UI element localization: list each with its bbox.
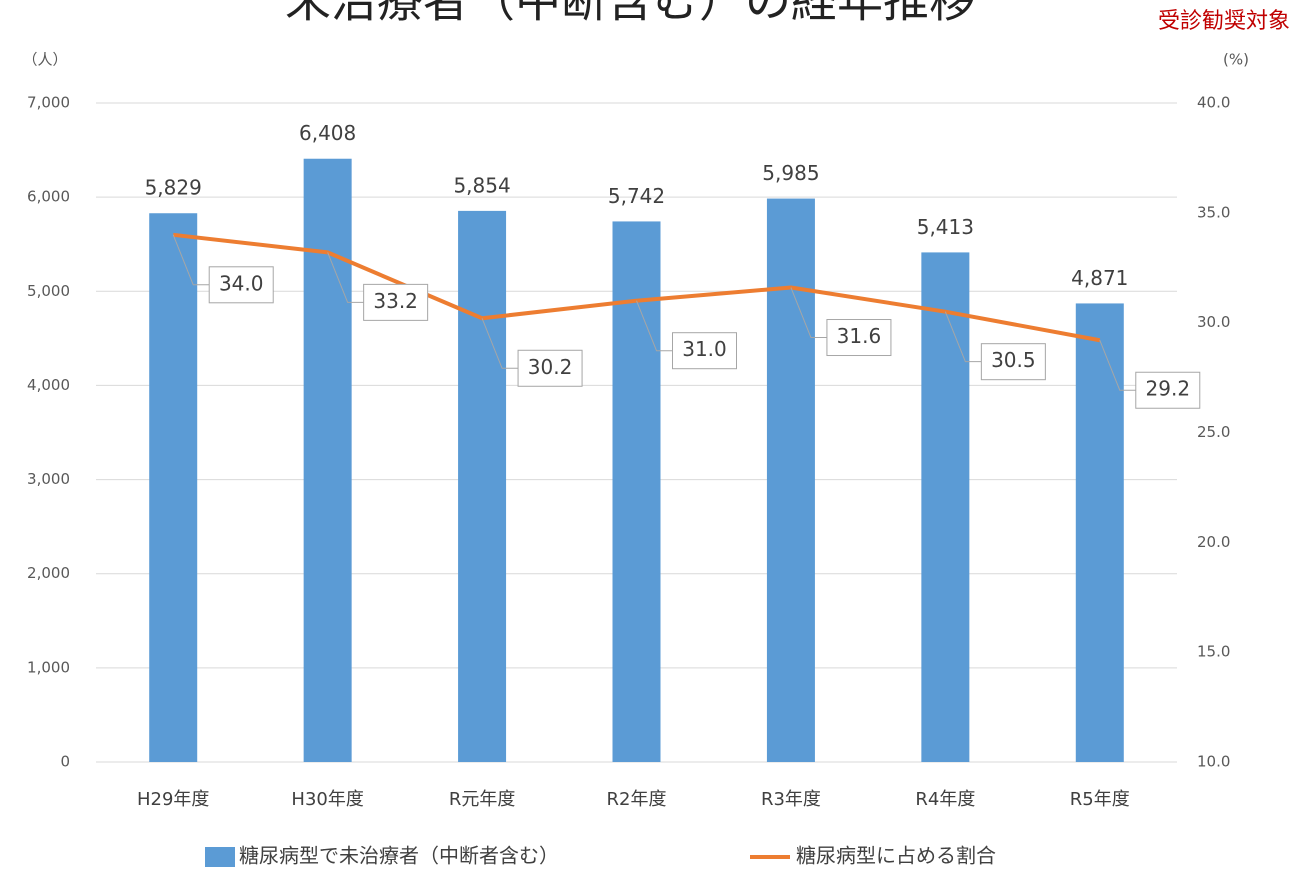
line-label-box [826, 319, 892, 357]
y2-tick-label: 25.0 [1197, 423, 1230, 441]
line-label-box [208, 266, 274, 304]
y2-tick-label: 20.0 [1197, 533, 1230, 551]
y2-tick-label: 15.0 [1197, 643, 1230, 661]
y2-tick-label: 35.0 [1197, 203, 1230, 221]
y-tick-label: 4,000 [27, 376, 70, 394]
y-axis-label: （人） [22, 51, 67, 69]
leader-line [172, 234, 210, 286]
line-value-label: 31.6 [837, 324, 882, 348]
y-tick-label: 3,000 [27, 470, 70, 488]
line-value-label: 30.2 [528, 355, 573, 379]
note: 受診勧奨対象 [1158, 9, 1290, 34]
y-tick-label: 1,000 [27, 658, 70, 676]
bar [612, 221, 661, 763]
x-tick-label: R2年度 [607, 789, 667, 810]
line-label-box [363, 283, 429, 321]
line-label-box [517, 349, 583, 387]
x-tick-label: R4年度 [915, 789, 975, 810]
bar [149, 213, 198, 763]
x-tick-label: H30年度 [291, 789, 363, 810]
y-tick-label: 6,000 [27, 188, 70, 206]
x-tick-label: H29年度 [137, 789, 209, 810]
y-tick-label: 0 [60, 753, 70, 771]
legend-label: 糖尿病型に占める割合 [796, 844, 996, 868]
y2-tick-label: 40.0 [1197, 94, 1230, 112]
bar-value-label: 5,829 [145, 176, 202, 200]
y2-axis-label: (%) [1223, 51, 1249, 69]
chart-title: 未治療者（中断含む）の経年推移 [285, 0, 975, 28]
leader-line [790, 287, 827, 339]
leader-line [481, 318, 519, 369]
leader-line [636, 300, 673, 352]
x-tick-label: R5年度 [1070, 789, 1130, 810]
legend-swatch [205, 847, 235, 867]
x-tick-label: R元年度 [449, 789, 516, 810]
line-label-box [980, 343, 1046, 381]
line-value-label: 34.0 [219, 271, 264, 295]
bar-value-label: 5,985 [762, 161, 819, 185]
leader-line [1099, 340, 1136, 391]
x-tick-label: R3年度 [761, 789, 821, 810]
bar [458, 210, 507, 763]
legend-label: 糖尿病型で未治療者（中断者含む） [239, 844, 559, 868]
y-tick-label: 2,000 [27, 564, 70, 582]
bar-value-label: 5,854 [453, 173, 510, 197]
line-value-label: 33.2 [373, 289, 418, 313]
line-label-box [1135, 371, 1201, 409]
line-label-box [672, 332, 737, 370]
y-tick-label: 7,000 [27, 94, 70, 112]
bar-value-label: 6,408 [299, 121, 356, 145]
line-value-label: 31.0 [682, 337, 727, 361]
bar-value-label: 5,413 [917, 215, 974, 239]
bar-value-label: 4,871 [1071, 266, 1128, 290]
line-value-label: 30.5 [991, 348, 1036, 372]
line-value-label: 29.2 [1146, 377, 1191, 401]
bar [766, 198, 815, 762]
y-tick-label: 5,000 [27, 282, 70, 300]
y2-tick-label: 10.0 [1197, 753, 1230, 771]
y2-tick-label: 30.0 [1197, 313, 1230, 331]
bar-value-label: 5,742 [608, 184, 665, 208]
bar [921, 252, 970, 762]
bar [1075, 303, 1124, 762]
leader-line [944, 311, 982, 363]
leader-line [327, 252, 364, 303]
